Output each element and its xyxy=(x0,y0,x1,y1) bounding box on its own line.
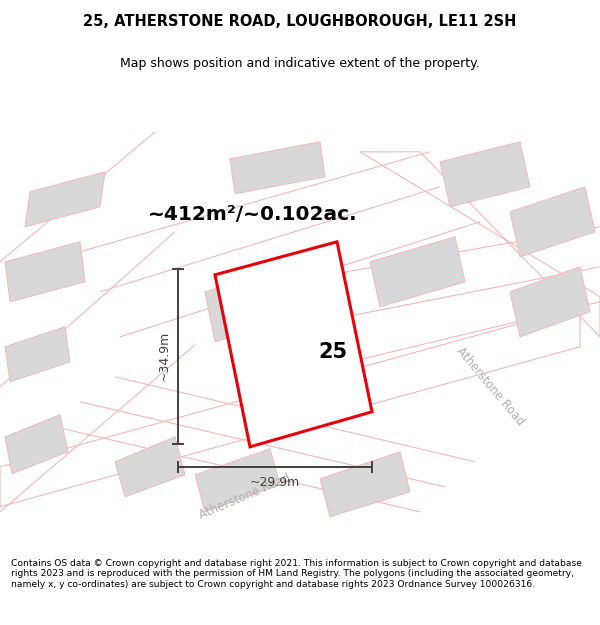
Text: Atherstone Road: Atherstone Road xyxy=(454,345,527,429)
Polygon shape xyxy=(360,152,600,337)
Text: ~412m²/~0.102ac.: ~412m²/~0.102ac. xyxy=(148,205,358,224)
Polygon shape xyxy=(440,142,530,207)
Polygon shape xyxy=(370,237,465,307)
Polygon shape xyxy=(25,172,105,227)
Polygon shape xyxy=(205,262,315,342)
Text: ~34.9m: ~34.9m xyxy=(157,331,170,381)
Text: 25, ATHERSTONE ROAD, LOUGHBOROUGH, LE11 2SH: 25, ATHERSTONE ROAD, LOUGHBOROUGH, LE11 … xyxy=(83,14,517,29)
Text: Atherstone Road: Atherstone Road xyxy=(197,472,293,522)
Polygon shape xyxy=(5,415,68,474)
Polygon shape xyxy=(510,187,595,257)
Polygon shape xyxy=(5,242,85,302)
Text: Map shows position and indicative extent of the property.: Map shows position and indicative extent… xyxy=(120,56,480,69)
Polygon shape xyxy=(215,242,372,447)
Text: 25: 25 xyxy=(318,342,347,362)
Polygon shape xyxy=(510,267,590,337)
Polygon shape xyxy=(0,307,580,507)
Polygon shape xyxy=(5,327,70,382)
Text: ~29.9m: ~29.9m xyxy=(250,476,300,489)
Polygon shape xyxy=(115,437,185,497)
Polygon shape xyxy=(195,449,280,512)
Text: Contains OS data © Crown copyright and database right 2021. This information is : Contains OS data © Crown copyright and d… xyxy=(11,559,581,589)
Polygon shape xyxy=(230,142,325,194)
Polygon shape xyxy=(320,452,410,517)
